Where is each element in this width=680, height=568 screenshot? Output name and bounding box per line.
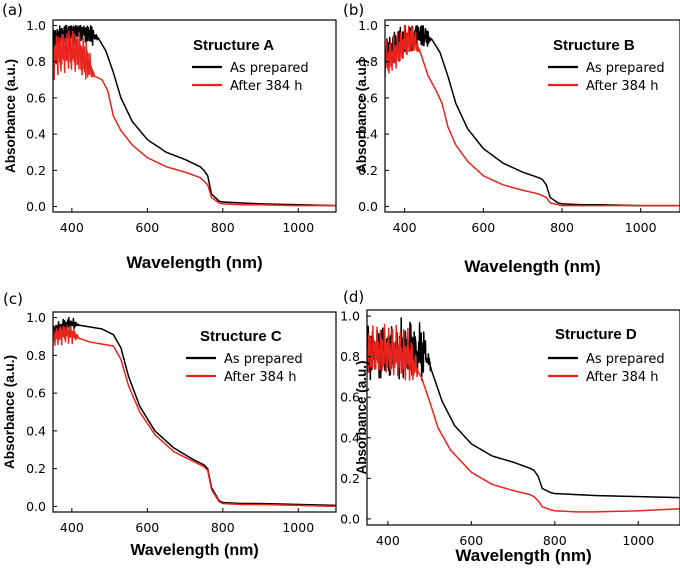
- structure-title: Structure A: [193, 37, 274, 54]
- y-tick-label: 0.4: [26, 423, 46, 438]
- legend: As prepared After 384 h: [548, 61, 665, 94]
- legend-label: As prepared: [224, 352, 303, 367]
- y-tick-label: 0.8: [26, 54, 46, 69]
- y-tick-label: 0.2: [26, 461, 46, 476]
- y-tick-label: 0.6: [358, 90, 378, 105]
- x-tick-label: 800: [543, 533, 567, 548]
- x-tick-label: 1000: [625, 220, 657, 235]
- legend-label: After 384 h: [586, 370, 659, 385]
- plot-frame: [384, 19, 680, 213]
- y-axis-title: Absorbance (a.u.): [3, 59, 18, 173]
- y-axis-title: Absorbance (a.u.): [354, 59, 369, 173]
- x-axis-title: Wavelength (nm): [455, 546, 591, 565]
- structure-title: Structure C: [200, 328, 282, 345]
- structure-title: Structure D: [555, 326, 637, 343]
- y-tick-label: 0.6: [26, 386, 46, 401]
- x-tick-label: 800: [211, 520, 235, 535]
- y-tick-label: 1.0: [340, 309, 360, 324]
- y-tick-label: 0.0: [340, 511, 360, 526]
- legend-label: After 384 h: [224, 370, 297, 385]
- chart-panel-d: (d) 400 600 800 1000 0.0 0.2 0.4 0.6 0.8 1.0 Wavele…: [340, 288, 680, 565]
- chart-panel-c: (c) 400 600 800 1000 0.0 0.2 0.4 0.6 0.8 1.0 Wavele…: [2, 290, 337, 559]
- y-tick-label: 0.0: [358, 199, 378, 214]
- y-axis-title: Absorbance (a.u.): [354, 360, 369, 474]
- y-tick-label: 1.0: [358, 18, 378, 33]
- y-tick-label: 0.4: [340, 430, 360, 445]
- y-tick-label: 0.0: [26, 499, 46, 514]
- legend: As prepared After 384 h: [192, 61, 309, 94]
- series-line-as-prepared: [53, 316, 336, 507]
- legend-label: As prepared: [586, 352, 665, 367]
- series-line-after-384h: [367, 323, 680, 513]
- x-tick-label: 400: [60, 520, 84, 535]
- x-tick-label: 800: [550, 220, 574, 235]
- structure-title: Structure B: [553, 37, 635, 54]
- y-tick-label: 0.2: [340, 471, 360, 486]
- panel-label: (b): [343, 1, 364, 19]
- y-tick-label: 0.6: [26, 90, 46, 105]
- x-tick-label: 600: [471, 220, 495, 235]
- series-line-as-prepared: [367, 317, 680, 499]
- y-tick-label: 0.8: [26, 348, 46, 363]
- panel-label: (a): [2, 1, 23, 19]
- legend: As prepared After 384 h: [186, 352, 303, 385]
- y-axis-title: Absorbance (a.u.): [2, 355, 17, 469]
- panel-label: (c): [3, 290, 23, 308]
- legend-label: As prepared: [230, 61, 309, 76]
- series-line-as-prepared: [53, 24, 336, 207]
- y-tick-label: 0.2: [358, 163, 378, 178]
- x-tick-label: 600: [135, 520, 159, 535]
- x-tick-label: 400: [376, 533, 400, 548]
- x-tick-label: 1000: [622, 533, 654, 548]
- chart-panel-a: (a) 400 600 800 1000 0.0 0.2 0.4 0.6 0.8 1.0 Wavele…: [2, 1, 337, 272]
- y-tick-label: 0.4: [26, 127, 46, 142]
- x-axis-title: Wavelength (nm): [464, 257, 600, 276]
- panel-label: (d): [343, 288, 364, 306]
- y-tick-label: 0.0: [26, 199, 46, 214]
- x-tick-label: 600: [459, 533, 483, 548]
- x-axis-title: Wavelength (nm): [126, 253, 262, 272]
- y-tick-label: 0.8: [358, 54, 378, 69]
- y-tick-label: 0.2: [26, 163, 46, 178]
- y-tick-label: 0.6: [340, 390, 360, 405]
- legend-label: After 384 h: [230, 79, 303, 94]
- x-tick-label: 1000: [282, 520, 314, 535]
- y-tick-label: 0.8: [340, 349, 360, 364]
- legend-label: As prepared: [586, 61, 665, 76]
- x-tick-label: 800: [211, 220, 235, 235]
- x-tick-label: 600: [135, 220, 159, 235]
- legend-label: After 384 h: [586, 79, 659, 94]
- x-tick-label: 400: [393, 220, 417, 235]
- series-line-after-384h: [385, 25, 680, 207]
- y-tick-label: 1.0: [26, 18, 46, 33]
- chart-panel-b: (b) 400 600 800 1000 0.0 0.2 0.4 0.6 0.8 1.0 Wavele…: [343, 1, 680, 276]
- series-line-after-384h: [53, 325, 336, 508]
- legend: As prepared After 384 h: [548, 352, 665, 385]
- plot-frame: [52, 311, 337, 513]
- y-tick-label: 0.4: [358, 127, 378, 142]
- plot-frame: [52, 19, 337, 213]
- x-axis-title: Wavelength (nm): [130, 542, 258, 559]
- series-line-after-384h: [53, 30, 336, 207]
- plot-frame: [366, 309, 680, 526]
- x-tick-label: 1000: [282, 220, 314, 235]
- x-tick-label: 400: [60, 220, 84, 235]
- series-line-as-prepared: [385, 24, 680, 207]
- y-tick-label: 1.0: [26, 310, 46, 325]
